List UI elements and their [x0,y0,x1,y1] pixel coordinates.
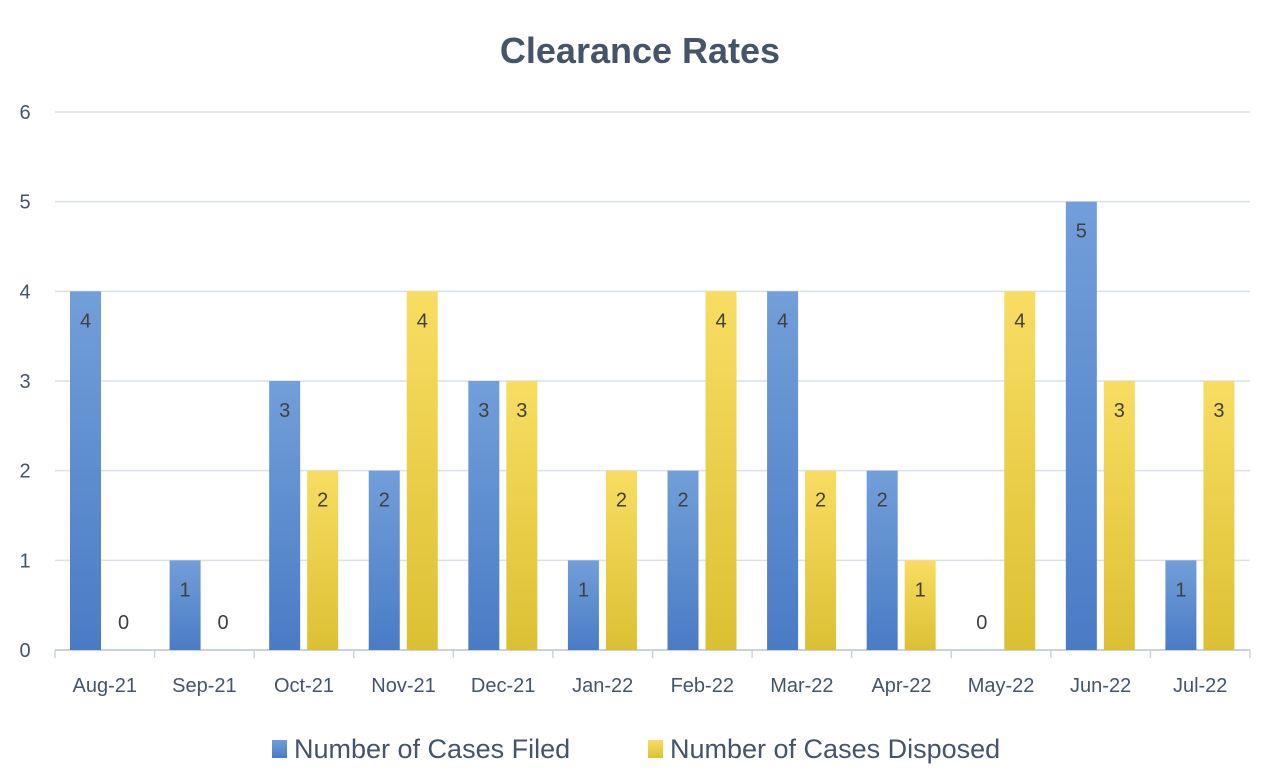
x-tick-label: Aug-21 [73,675,138,697]
data-label: 4 [777,310,788,332]
y-tick-label: 4 [19,281,30,303]
bar-filed [567,560,599,650]
chart-title: Clearance Rates [500,30,780,71]
data-label: 1 [915,579,926,601]
x-tick-label: Oct-21 [274,675,334,697]
data-label: 3 [478,400,489,422]
bar-filed [1065,201,1097,650]
bar-filed [368,470,400,650]
bar-disposed [1103,381,1135,650]
data-label: 2 [317,490,328,512]
x-tick-label: Apr-22 [871,675,931,697]
bar-disposed [705,291,737,650]
data-label: 1 [180,579,191,601]
data-label: 1 [578,579,589,601]
data-label: 2 [677,490,688,512]
data-label: 2 [815,490,826,512]
y-tick-label: 6 [19,102,30,124]
legend-swatch [648,740,663,758]
x-tick-label: Dec-21 [471,675,535,697]
data-label: 0 [218,612,229,634]
bar-disposed [506,381,538,650]
bar-filed [269,381,301,650]
data-label: 1 [1175,579,1186,601]
y-tick-label: 5 [19,192,30,214]
bar-disposed [307,470,339,650]
bar-disposed [1004,291,1036,650]
x-tick-label: Jan-22 [572,675,633,697]
data-label: 4 [417,310,428,332]
y-tick-label: 1 [19,550,30,572]
legend-swatch [272,740,287,758]
data-label: 2 [616,490,627,512]
x-tick-label: Mar-22 [770,675,833,697]
legend-label: Number of Cases Filed [294,734,570,764]
y-tick-label: 2 [19,461,30,483]
x-tick-label: Jul-22 [1173,675,1227,697]
data-label: 3 [516,400,527,422]
legend-label: Number of Cases Disposed [670,734,1000,764]
data-label: 2 [877,490,888,512]
x-tick-label: Jun-22 [1070,675,1131,697]
x-tick-label: Sep-21 [172,675,237,697]
y-tick-label: 3 [19,371,30,393]
data-label: 0 [118,612,129,634]
x-tick-label: May-22 [968,675,1035,697]
x-tick-label: Feb-22 [671,675,734,697]
x-tick-label: Nov-21 [371,675,435,697]
data-label: 4 [715,310,726,332]
bar-filed [169,560,201,650]
bar-disposed [904,560,936,650]
data-label: 4 [1014,310,1025,332]
y-tick-label: 0 [19,640,30,662]
bar-filed [767,291,799,650]
bar-filed [866,470,898,650]
bar-disposed [406,291,438,650]
bar-filed [468,381,500,650]
data-label: 3 [279,400,290,422]
bar-disposed [805,470,837,650]
bar-disposed [1203,381,1235,650]
data-label: 5 [1076,221,1087,243]
data-label: 4 [80,310,91,332]
bar-disposed [605,470,637,650]
data-label: 3 [1213,400,1224,422]
bar-filed [70,291,101,650]
bar-filed [667,470,699,650]
bar-filed [1165,560,1197,650]
data-label: 2 [379,490,390,512]
data-label: 0 [976,612,987,634]
data-label: 3 [1114,400,1125,422]
